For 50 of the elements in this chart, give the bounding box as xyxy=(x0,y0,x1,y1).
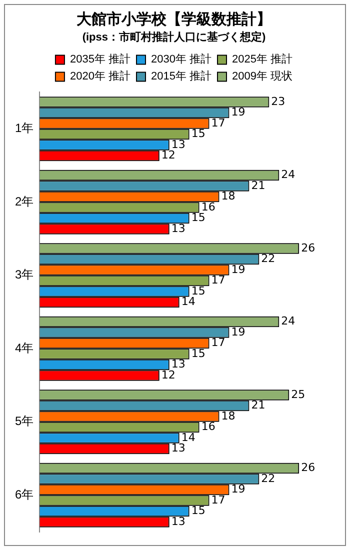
y-tick-label: 1年 xyxy=(14,121,34,136)
y-tick-label: 3年 xyxy=(14,268,34,282)
data-label: 12 xyxy=(161,368,176,382)
y-tick-label: 6年 xyxy=(14,487,34,502)
data-label: 19 xyxy=(231,106,246,119)
legend-label: 2020年 推計 xyxy=(70,70,130,83)
data-label: 14 xyxy=(181,430,196,444)
data-label: 25 xyxy=(291,388,306,401)
y-tick-label: 4年 xyxy=(14,340,34,355)
data-label: 17 xyxy=(211,493,226,506)
legend-label: 2025年 推計 xyxy=(232,52,293,66)
legend-label: 2030年 推計 xyxy=(150,52,212,66)
data-label: 18 xyxy=(221,409,236,422)
legend-label: 2035年 推計 xyxy=(70,52,130,66)
data-label: 26 xyxy=(301,241,316,254)
data-label: 21 xyxy=(251,178,266,192)
data-label: 17 xyxy=(211,274,226,287)
data-label: 17 xyxy=(211,336,226,350)
data-label: 24 xyxy=(281,314,296,328)
data-label: 15 xyxy=(191,504,206,518)
data-label: 19 xyxy=(231,482,246,496)
data-label: 13 xyxy=(171,358,186,371)
data-label: 13 xyxy=(171,442,186,455)
data-label: 16 xyxy=(201,200,216,214)
data-label: 17 xyxy=(211,116,226,130)
data-label: 15 xyxy=(191,346,206,360)
chart-subtitle: (ipss：市町村推計人口に基づく想定) xyxy=(82,30,266,44)
legend-label: 2009年 現状 xyxy=(232,70,293,83)
data-label: 23 xyxy=(271,94,286,108)
chart-title: 大館市小学校【学級数推計】 xyxy=(76,10,272,28)
data-label: 26 xyxy=(301,461,316,474)
data-label: 19 xyxy=(231,325,246,338)
data-label: 21 xyxy=(251,398,266,412)
y-tick-label: 2年 xyxy=(14,194,34,208)
data-label: 12 xyxy=(161,148,176,162)
data-label: 13 xyxy=(171,514,186,528)
data-label: 13 xyxy=(171,222,186,235)
data-label: 15 xyxy=(191,211,206,224)
data-label: 14 xyxy=(181,295,196,308)
data-label: 19 xyxy=(231,262,246,276)
data-label: 22 xyxy=(261,472,276,485)
legend-label: 2015年 推計 xyxy=(150,70,212,83)
data-label: 22 xyxy=(261,252,276,266)
data-label: 15 xyxy=(191,127,206,140)
y-tick-label: 5年 xyxy=(14,414,34,428)
data-label: 15 xyxy=(191,284,206,298)
data-label: 24 xyxy=(281,168,296,182)
data-label: 18 xyxy=(221,190,236,203)
data-label: 16 xyxy=(201,420,216,434)
data-label: 13 xyxy=(171,138,186,151)
